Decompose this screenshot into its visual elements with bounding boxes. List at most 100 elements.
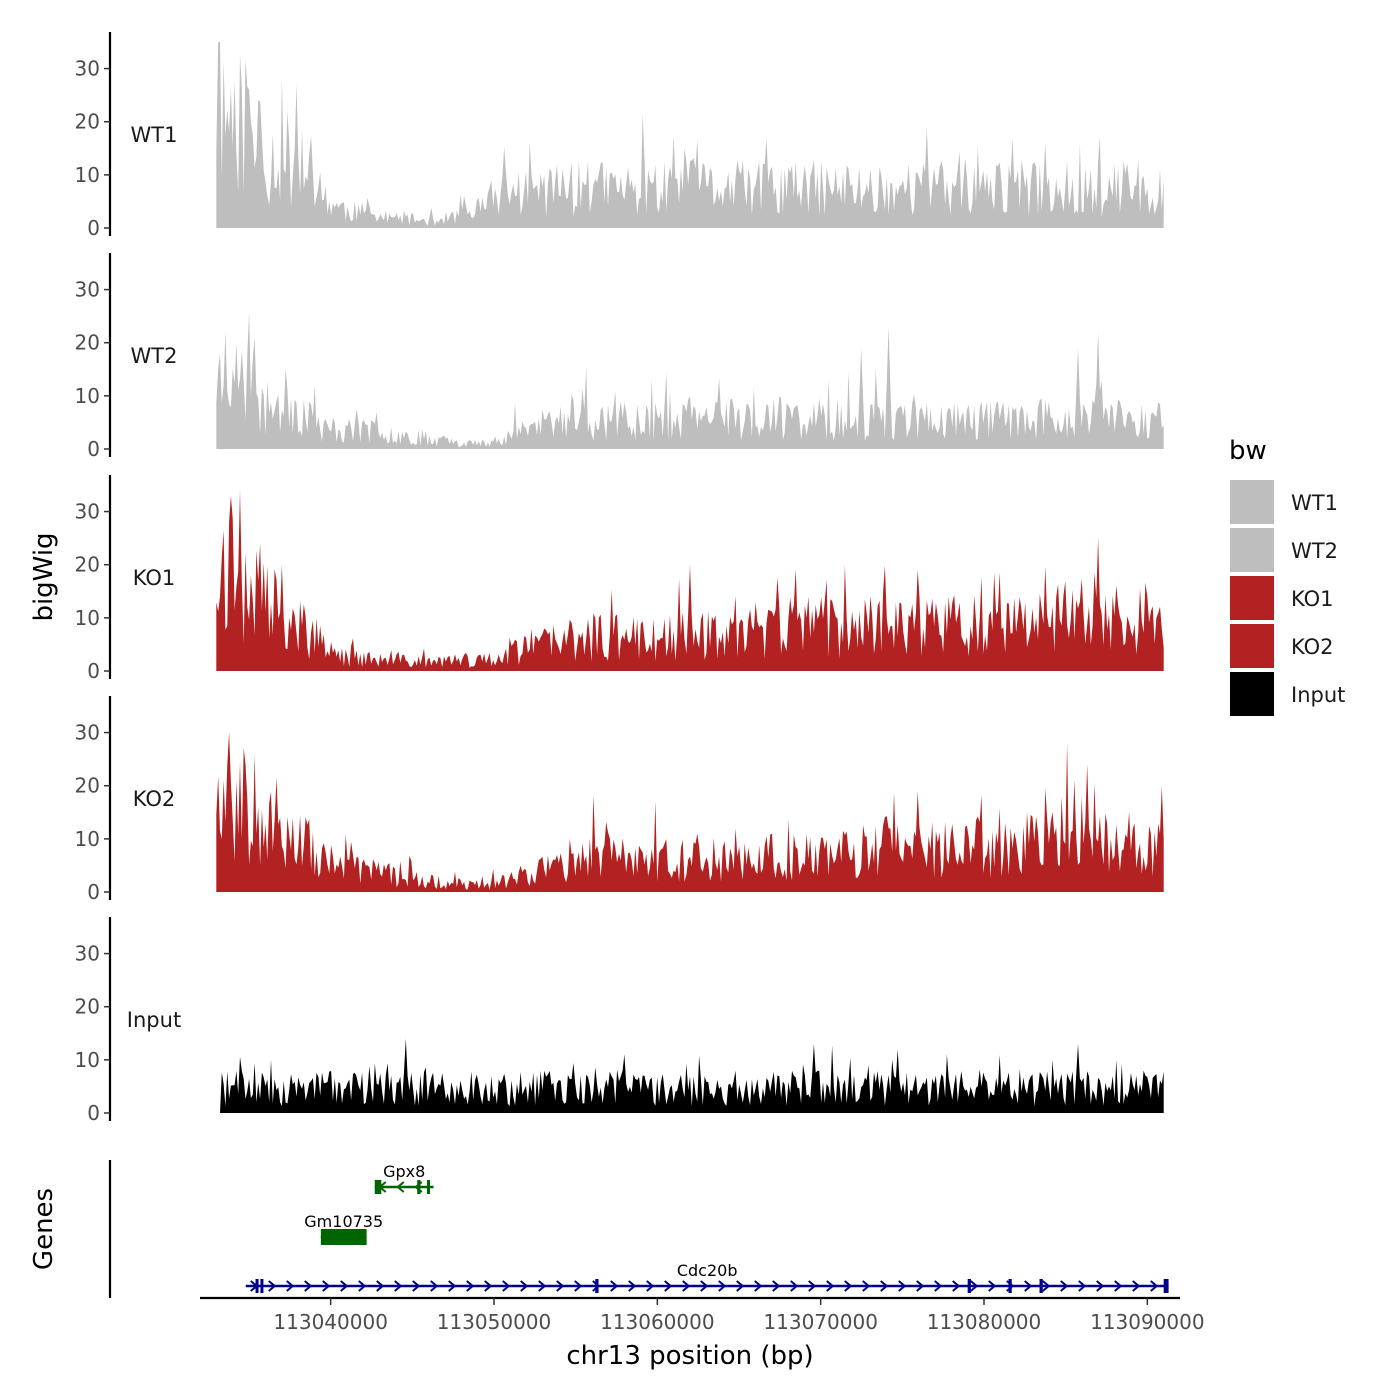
- y-tick-label: 20: [75, 331, 100, 355]
- strand-arrow: [1114, 1280, 1123, 1292]
- y-tick-label: 0: [87, 437, 100, 461]
- legend-swatch-wt2: [1230, 528, 1274, 572]
- track-panel-ko2: 0 10 20 30 KO2: [75, 696, 1164, 904]
- y-tick-label: 10: [75, 163, 100, 187]
- track-label-wt1: WT1: [131, 123, 178, 147]
- y-tick-label: 10: [75, 1048, 100, 1072]
- x-tick-label: 113070000: [763, 1310, 878, 1334]
- y-tick-label: 30: [75, 942, 100, 966]
- exon: [417, 1180, 421, 1194]
- strand-arrow: [520, 1280, 529, 1292]
- legend-label-wt1: WT1: [1291, 491, 1338, 515]
- strand-arrow: [1060, 1280, 1069, 1292]
- strand-arrow: [394, 1280, 403, 1292]
- strand-arrow: [610, 1280, 619, 1292]
- y-tick-label: 30: [75, 278, 100, 302]
- y-tick-label: 0: [87, 216, 100, 240]
- strand-arrow: [664, 1280, 673, 1292]
- y-tick-label: 20: [75, 774, 100, 798]
- y-tick-label: 0: [87, 880, 100, 904]
- strand-arrow: [412, 1280, 421, 1292]
- strand-arrow: [322, 1280, 331, 1292]
- genes-axis-title: Genes: [29, 1188, 59, 1270]
- exon: [595, 1279, 599, 1293]
- strand-arrow: [556, 1280, 565, 1292]
- legend-label-ko1: KO1: [1291, 587, 1334, 611]
- signal-area-wt1: [216, 42, 1164, 228]
- exon: [260, 1279, 264, 1293]
- gene-label: Cdc20b: [677, 1261, 738, 1280]
- x-tick-label: 113090000: [1090, 1310, 1205, 1334]
- strand-arrow: [592, 1280, 601, 1292]
- track-label-ko2: KO2: [133, 787, 176, 811]
- y-tick-label: 30: [75, 500, 100, 524]
- strand-arrow: [628, 1280, 637, 1292]
- legend-title: bw: [1229, 436, 1267, 466]
- strand-arrow: [502, 1280, 511, 1292]
- y-tick-label: 30: [75, 57, 100, 81]
- x-tick-label: 113080000: [927, 1310, 1042, 1334]
- track-panel-wt1: 0 10 20 30 WT1: [75, 32, 1164, 240]
- strand-arrow: [484, 1280, 493, 1292]
- track-label-input: Input: [127, 1008, 181, 1032]
- strand-arrow: [358, 1280, 367, 1292]
- strand-arrow: [574, 1280, 583, 1292]
- strand-arrow: [898, 1280, 907, 1292]
- exon: [1039, 1279, 1043, 1293]
- strand-arrow: [538, 1280, 547, 1292]
- legend-label-input: Input: [1291, 683, 1345, 707]
- strand-arrow: [304, 1280, 313, 1292]
- y-tick-label: 10: [75, 384, 100, 408]
- x-tick-label: 113060000: [600, 1310, 715, 1334]
- exon: [255, 1279, 259, 1293]
- strand-arrow: [934, 1280, 943, 1292]
- exon: [1163, 1279, 1169, 1293]
- tracks-layer: 0 10 20 30 WT1 0 10 20 30 WT2 0 10 20 30 KO1 0 10 20 30 KO2…: [75, 32, 1164, 1125]
- strand-arrow: [736, 1280, 745, 1292]
- strand-arrow: [844, 1280, 853, 1292]
- strand-arrow: [448, 1280, 457, 1292]
- y-tick-label: 30: [75, 721, 100, 745]
- gene-cdc20b: Cdc20b: [245, 1261, 1169, 1293]
- strand-arrow: [340, 1280, 349, 1292]
- strand-arrow: [376, 1280, 385, 1292]
- signal-area-wt2: [216, 312, 1164, 449]
- strand-arrow: [862, 1280, 871, 1292]
- y-tick-label: 0: [87, 1101, 100, 1125]
- track-label-ko1: KO1: [133, 566, 176, 590]
- gene-label: Gm10735: [304, 1212, 383, 1231]
- legend-swatch-input: [1230, 672, 1274, 716]
- legend-label-ko2: KO2: [1291, 635, 1334, 659]
- strand-arrow: [790, 1280, 799, 1292]
- genes-layer: Gpx8 Gm10735 Cdc20b: [108, 1160, 1169, 1298]
- exon: [320, 1229, 367, 1245]
- x-axis: 113040000 113050000 113060000 113070000 1130…: [200, 1296, 1205, 1334]
- legend-swatch-wt1: [1230, 480, 1274, 524]
- exon: [374, 1180, 382, 1194]
- strand-arrow: [1096, 1280, 1105, 1292]
- exon: [427, 1180, 431, 1194]
- strand-arrow: [466, 1280, 475, 1292]
- strand-arrow: [880, 1280, 889, 1292]
- strand-arrow: [754, 1280, 763, 1292]
- legend-swatch-ko1: [1230, 576, 1274, 620]
- strand-arrow: [952, 1280, 961, 1292]
- y-tick-label: 0: [87, 659, 100, 683]
- gene-gpx8: Gpx8: [374, 1162, 434, 1194]
- legend-label-wt2: WT2: [1291, 539, 1338, 563]
- strand-arrow: [646, 1280, 655, 1292]
- strand-arrow: [970, 1280, 979, 1292]
- strand-arrow: [772, 1280, 781, 1292]
- strand-arrow: [808, 1280, 817, 1292]
- legend: bw WT1 WT2 KO1 KO2 Input: [1229, 436, 1345, 716]
- signal-area-ko2: [216, 732, 1164, 892]
- track-panel-wt2: 0 10 20 30 WT2: [75, 253, 1164, 461]
- y-tick-label: 20: [75, 995, 100, 1019]
- y-tick-label: 10: [75, 606, 100, 630]
- y-tick-label: 10: [75, 827, 100, 851]
- strand-arrow: [718, 1280, 727, 1292]
- legend-swatch-ko2: [1230, 624, 1274, 668]
- strand-arrow: [286, 1280, 295, 1292]
- track-panel-input: 0 10 20 30 Input: [75, 917, 1164, 1125]
- strand-arrow: [430, 1280, 439, 1292]
